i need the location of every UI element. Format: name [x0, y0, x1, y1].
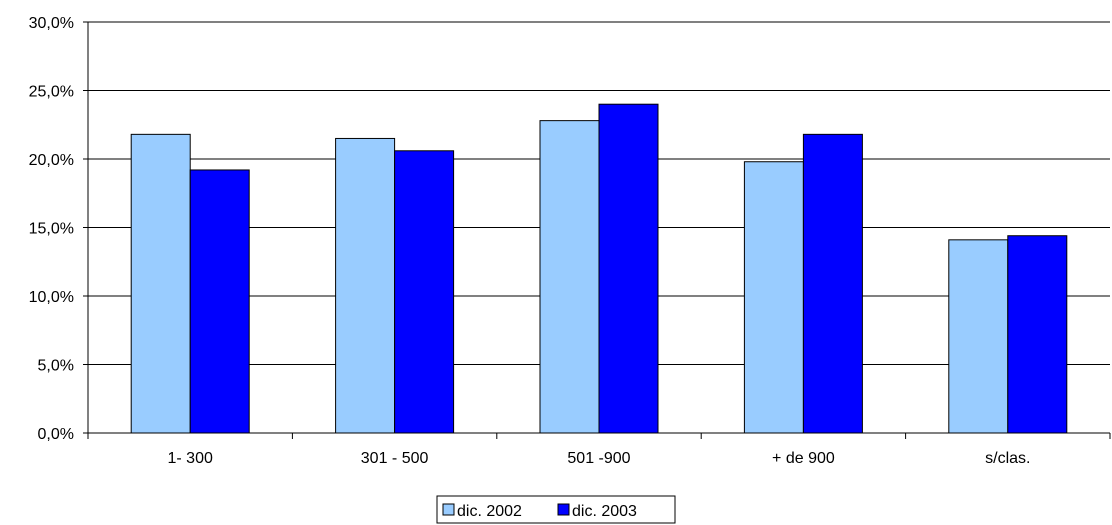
x-tick-label: + de 900	[772, 450, 835, 467]
bars	[130, 103, 1068, 434]
legend-swatch	[442, 503, 455, 516]
y-tick-label: 10,0%	[29, 289, 74, 306]
bar-dic-2002	[539, 120, 600, 434]
legend-swatch	[557, 503, 570, 516]
legend-box	[436, 495, 676, 524]
y-tick-label: 20,0%	[29, 152, 74, 169]
bar-dic-2003	[394, 150, 455, 434]
y-tick-label: 5,0%	[38, 358, 74, 375]
bar-dic-2003	[189, 169, 250, 434]
y-tick-label: 25,0%	[29, 84, 74, 101]
y-tick-label: 15,0%	[29, 221, 74, 238]
x-tick-label: 501 -900	[567, 450, 630, 467]
bar-dic-2003	[598, 103, 659, 434]
bar-dic-2002	[335, 137, 396, 434]
x-tick-label: 301 - 500	[361, 450, 429, 467]
bar-dic-2002	[948, 239, 1009, 434]
x-tick-label: 1- 300	[168, 450, 213, 467]
legend-label: dic. 2003	[572, 503, 637, 520]
bar-dic-2003	[1007, 235, 1068, 434]
y-axis-tick-labels: 0,0% 5,0% 10,0% 15,0% 20,0% 25,0% 30,0%	[29, 15, 74, 443]
bar-dic-2002	[130, 133, 191, 434]
y-tick-label: 0,0%	[38, 426, 74, 443]
axes	[83, 21, 1111, 439]
bar-dic-2002	[743, 161, 804, 434]
bar-dic-2003	[802, 133, 863, 434]
legend-label: dic. 2002	[457, 503, 522, 520]
legend: dic. 2002 dic. 2003	[436, 495, 676, 524]
x-tick-label: s/clas.	[985, 450, 1030, 467]
x-axis-tick-labels: 1- 300 301 - 500 501 -900 + de 900 s/clas.	[168, 450, 1031, 467]
y-tick-label: 30,0%	[29, 15, 74, 32]
